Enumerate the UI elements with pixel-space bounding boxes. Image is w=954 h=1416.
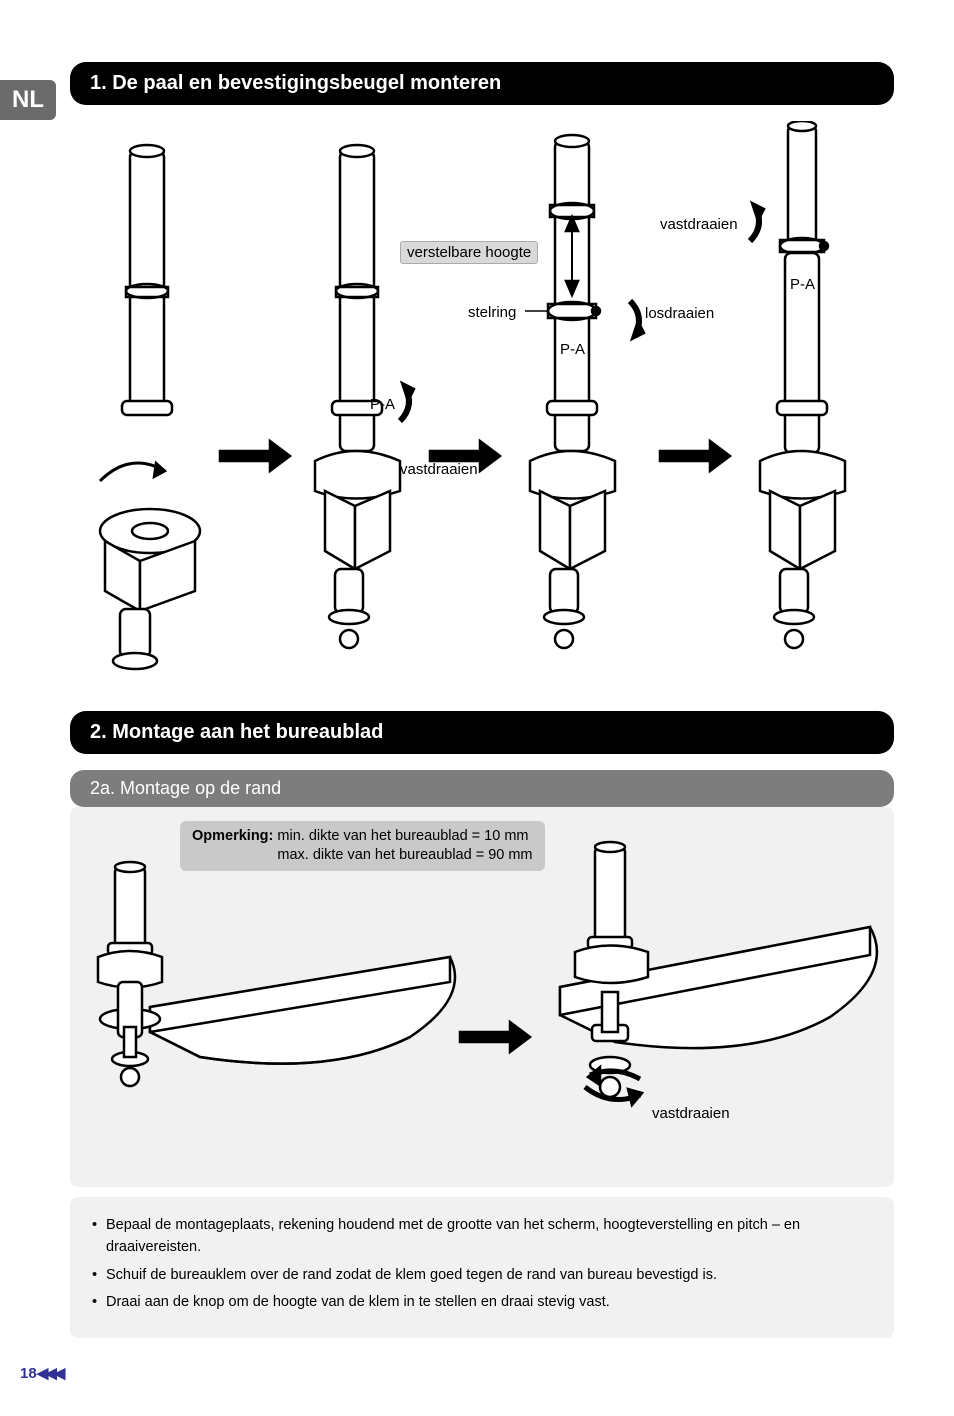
page-number: 18◀◀◀ — [20, 1364, 62, 1382]
desk-mount-illustration — [70, 807, 894, 1187]
instruction-item: Draai aan de knop om de hoogte van de kl… — [92, 1292, 872, 1314]
label-adjustable-height: verstelbare hoogte — [400, 241, 538, 264]
instruction-item: Bepaal de montageplaats, rekening houden… — [92, 1215, 872, 1259]
label-part-a-2: P-A — [560, 341, 585, 358]
section-1-title: 1. De paal en bevestigingsbeugel montere… — [70, 62, 894, 105]
label-tighten-top: vastdraaien — [660, 216, 738, 233]
language-tab: NL — [0, 80, 56, 120]
label-tighten-desk: vastdraaien — [652, 1105, 730, 1122]
label-part-a-3: P-A — [790, 276, 815, 293]
diagram-step1: verstelbare hoogte stelring losdraaien P… — [70, 121, 894, 681]
subsection-2a-title: 2a. Montage op de rand — [70, 770, 894, 807]
assembly-illustration — [70, 121, 894, 681]
instructions-box: Bepaal de montageplaats, rekening houden… — [70, 1197, 894, 1338]
instruction-item: Schuif de bureauklem over de rand zodat … — [92, 1265, 872, 1287]
page-arrows-icon: ◀◀◀ — [37, 1365, 63, 1382]
label-tighten-base: vastdraaien — [400, 461, 478, 478]
section-2-title: 2. Montage aan het bureaublad — [70, 711, 894, 754]
label-part-a-1: P-A — [370, 396, 395, 413]
label-loosen: losdraaien — [645, 305, 714, 322]
label-set-ring: stelring — [468, 304, 516, 321]
diagram-step2a: Opmerking: min. dikte van het bureaublad… — [70, 807, 894, 1187]
